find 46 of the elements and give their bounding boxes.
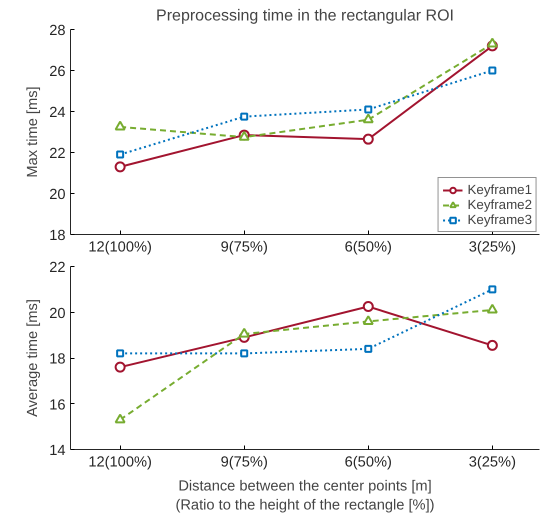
- y-axis-title: Average time [ms]: [25, 299, 42, 417]
- x-tick-label: 12(100%): [88, 240, 152, 256]
- x-axis-title: Distance between the center points [m] (Ratio to the height of the rectangle [%]): [175, 478, 435, 514]
- legend-label: Keyframe1: [468, 182, 532, 197]
- point: [362, 301, 374, 312]
- point: [238, 328, 250, 338]
- x-tick-label: 3(25%): [468, 454, 516, 470]
- point: [114, 362, 126, 373]
- point: [240, 112, 248, 121]
- y-tick-label: 20: [49, 187, 66, 203]
- point: [362, 315, 374, 325]
- y-tick-label: 14: [49, 443, 66, 459]
- point: [362, 134, 374, 145]
- point: [486, 304, 498, 314]
- point: [116, 349, 124, 358]
- x-tick-label: 6(50%): [344, 454, 392, 470]
- legend-label: Keyframe2: [468, 197, 532, 212]
- y-tick-label: 16: [49, 397, 66, 414]
- y-tick-label: 24: [49, 105, 66, 121]
- x-tick-label: 9(75%): [220, 454, 268, 470]
- x-tick-label: 12(100%): [88, 454, 152, 470]
- legend-label: Keyframe3: [468, 212, 532, 227]
- point: [114, 120, 126, 130]
- y-axis-title: Max time [ms]: [25, 86, 42, 178]
- point: [116, 150, 124, 159]
- point: [486, 38, 498, 48]
- x-tick-label: 3(25%): [468, 240, 516, 256]
- point: [364, 344, 372, 353]
- x-tick-label: 9(75%): [220, 240, 268, 256]
- y-tick-label: 18: [49, 352, 66, 368]
- point: [114, 414, 126, 424]
- y-tick-label: 22: [49, 260, 66, 276]
- y-tick-label: 26: [49, 64, 66, 80]
- point: [114, 161, 126, 172]
- y-tick-label: 18: [49, 228, 66, 244]
- point: [364, 105, 372, 114]
- y-tick-label: 28: [49, 23, 66, 39]
- point: [240, 349, 248, 358]
- point: [486, 340, 498, 351]
- y-tick-label: 22: [49, 146, 66, 162]
- point: [362, 114, 374, 124]
- point: [488, 285, 496, 294]
- x-tick-label: 6(50%): [344, 240, 392, 256]
- y-tick-label: 20: [49, 306, 66, 322]
- chart-title: Preprocessing time in the rectangular ROI: [156, 8, 454, 24]
- point: [488, 66, 496, 74]
